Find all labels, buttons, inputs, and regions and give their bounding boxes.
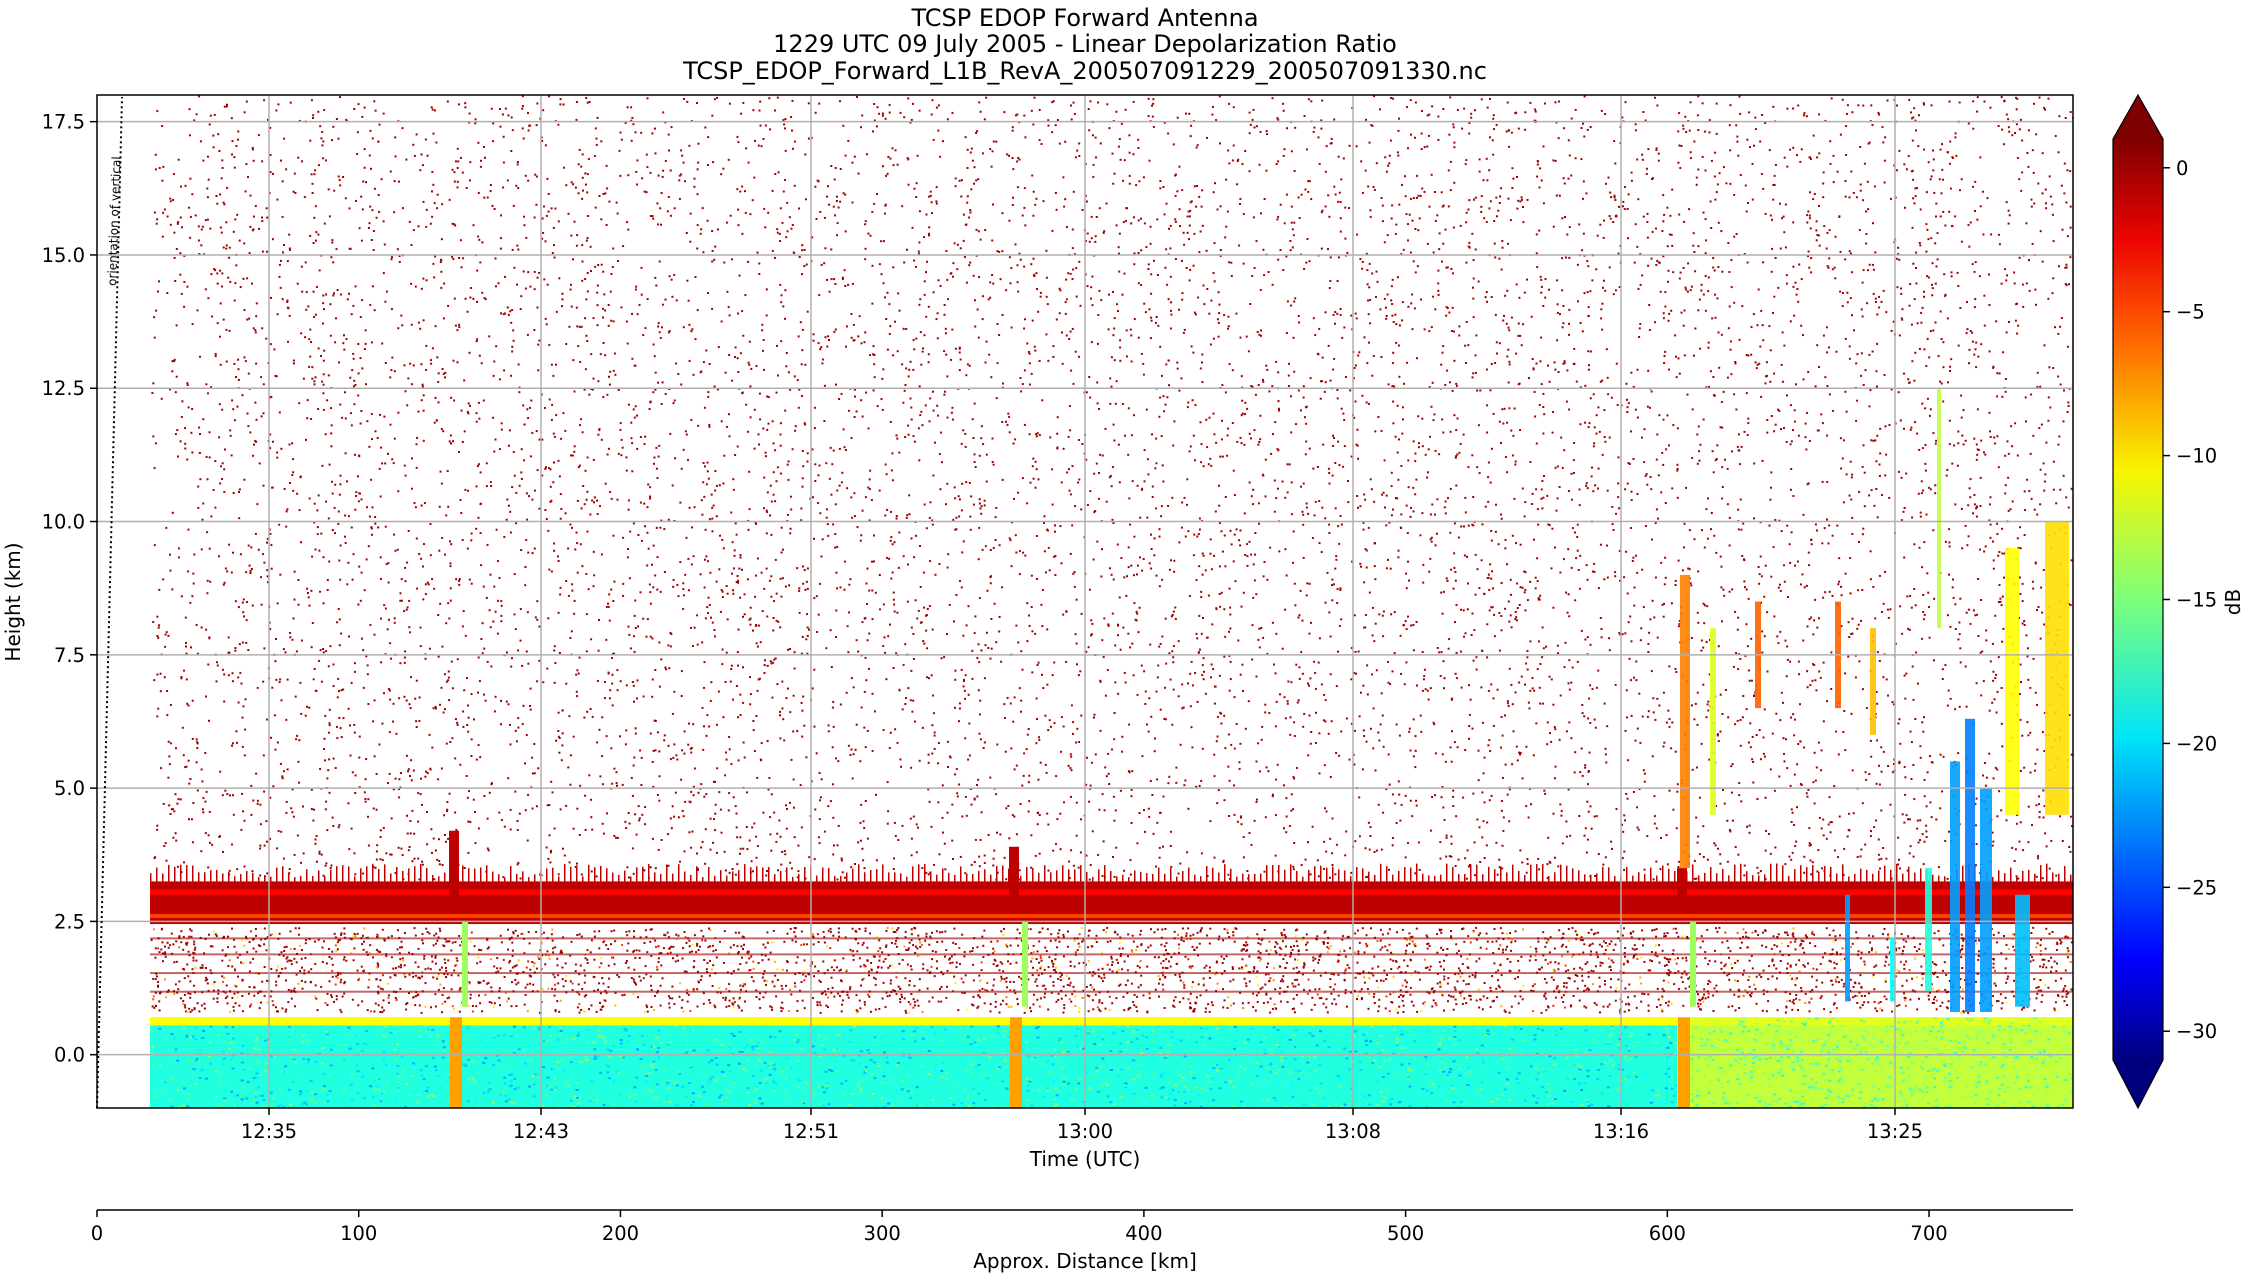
distance-tick-label: 200 — [602, 1222, 639, 1245]
plot-area: orientation of vertical — [96, 94, 2074, 1109]
turn-surface-1 — [450, 1017, 462, 1108]
y-axis: 0.0 2.5 5.0 7.5 10.0 12.5 15.0 17.5 — [42, 111, 97, 1067]
convective-cell-11 — [1680, 574, 1690, 869]
y-tick-label: 12.5 — [42, 377, 85, 400]
aircraft-turn-artefacts — [449, 830, 1696, 1108]
x-tick-label: 12:51 — [783, 1120, 839, 1143]
distance-tick-label: 700 — [1910, 1222, 1947, 1245]
colorbar-ticks: 0 −5 −10 −15 −20 −25 −30 — [2163, 157, 2217, 1043]
x-axis: 12:35 12:43 12:51 13:00 13:08 13:16 13:25 — [241, 1108, 1923, 1143]
x-tick-label: 13:08 — [1325, 1120, 1381, 1143]
y-tick-label: 7.5 — [54, 644, 85, 667]
y-tick-label: 2.5 — [54, 910, 85, 933]
bright-band — [150, 863, 2073, 993]
chart-title-line-1: TCSP EDOP Forward Antenna — [910, 4, 1258, 32]
distance-axis: 0 100 200 300 400 500 600 700 — [91, 1209, 2073, 1245]
convective-cell-8 — [1937, 388, 1941, 629]
vertical-orientation-line — [96, 96, 123, 1109]
y-tick-label: 17.5 — [42, 111, 85, 134]
y-tick-label: 10.0 — [42, 511, 85, 534]
orientation-annotation: orientation of vertical — [105, 156, 124, 286]
colorbar-extend-min — [2113, 1060, 2163, 1108]
heatmap-layer — [150, 95, 2073, 1108]
colorbar-tick-label: −5 — [2176, 301, 2205, 324]
turn-artefact-3 — [1677, 868, 1687, 901]
turn-depol-1 — [462, 921, 468, 1007]
convective-cell-15 — [1870, 628, 1876, 735]
convective-cell-4 — [1950, 761, 1960, 1013]
convective-cell-9 — [2005, 548, 2019, 815]
distance-tick-label: 0 — [91, 1222, 103, 1245]
colorbar-tick-label: −20 — [2176, 732, 2217, 755]
x-tick-label: 12:35 — [241, 1120, 297, 1143]
turn-depol-2 — [1022, 921, 1028, 1007]
y-tick-label: 0.0 — [54, 1044, 85, 1067]
colorbar-tick-label: 0 — [2176, 157, 2188, 180]
convective-cell-7 — [2015, 894, 2030, 1007]
colorbar-extend-max — [2113, 95, 2163, 139]
distance-tick-label: 100 — [340, 1222, 377, 1245]
y-tick-label: 15.0 — [42, 244, 85, 267]
turn-artefact-2 — [1009, 846, 1019, 901]
turn-surface-2 — [1010, 1017, 1022, 1108]
x-axis-label: Time (UTC) — [1029, 1147, 1141, 1171]
chart-title-line-2: 1229 UTC 09 July 2005 - Linear Depolariz… — [773, 30, 1397, 58]
convective-cell-6 — [1980, 788, 1992, 1013]
colorbar: 0 −5 −10 −15 −20 −25 −30 dB — [2112, 93, 2245, 1110]
x-tick-label: 13:16 — [1593, 1120, 1649, 1143]
turn-surface-3 — [1678, 1017, 1690, 1108]
x-tick-label: 13:00 — [1057, 1120, 1113, 1143]
distance-axis-label: Approx. Distance [km] — [973, 1249, 1197, 1273]
turn-artefact-1 — [449, 830, 459, 901]
distance-tick-label: 300 — [864, 1222, 901, 1245]
convective-cell-10 — [2045, 521, 2069, 815]
chart-title-line-3: TCSP_EDOP_Forward_L1B_RevA_200507091229_… — [682, 57, 1487, 85]
convective-cell-5 — [1965, 718, 1975, 1013]
turn-depol-3 — [1690, 921, 1696, 1007]
x-tick-label: 13:25 — [1867, 1120, 1923, 1143]
convective-cell-3 — [1925, 868, 1932, 991]
convective-cells — [1680, 388, 2069, 1013]
colorbar-tick-label: −30 — [2176, 1020, 2217, 1043]
distance-tick-label: 400 — [1125, 1222, 1162, 1245]
y-tick-label: 5.0 — [54, 777, 85, 800]
colorbar-tick-label: −25 — [2176, 876, 2217, 899]
colorbar-gradient — [2113, 139, 2163, 1060]
surface-echo — [150, 1017, 2073, 1108]
colorbar-label: dB — [2221, 589, 2245, 615]
grid-layer — [97, 95, 2073, 1108]
distance-tick-label: 600 — [1649, 1222, 1686, 1245]
colorbar-tick-label: −15 — [2176, 589, 2217, 612]
colorbar-tick-label: −10 — [2176, 445, 2217, 468]
x-tick-label: 12:43 — [513, 1120, 569, 1143]
convective-cell-2 — [1890, 937, 1895, 1002]
colorbar-outline — [2112, 93, 2164, 1110]
convective-cell-1 — [1845, 894, 1850, 1002]
y-axis-label: Height (km) — [1, 542, 25, 661]
distance-tick-label: 500 — [1387, 1222, 1424, 1245]
convective-cell-12 — [1710, 628, 1716, 815]
